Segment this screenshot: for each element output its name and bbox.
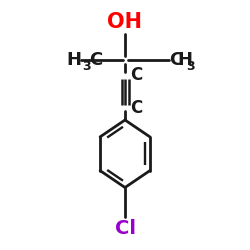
Text: C: C: [89, 51, 102, 69]
Text: C: C: [169, 51, 182, 69]
Text: C: C: [130, 66, 142, 84]
Text: C: C: [130, 99, 142, 117]
Text: H: H: [178, 51, 192, 69]
Text: Cl: Cl: [114, 219, 136, 238]
Text: OH: OH: [108, 12, 142, 32]
Text: 3: 3: [186, 60, 195, 73]
Text: 3: 3: [82, 60, 90, 73]
Text: H: H: [66, 51, 81, 69]
